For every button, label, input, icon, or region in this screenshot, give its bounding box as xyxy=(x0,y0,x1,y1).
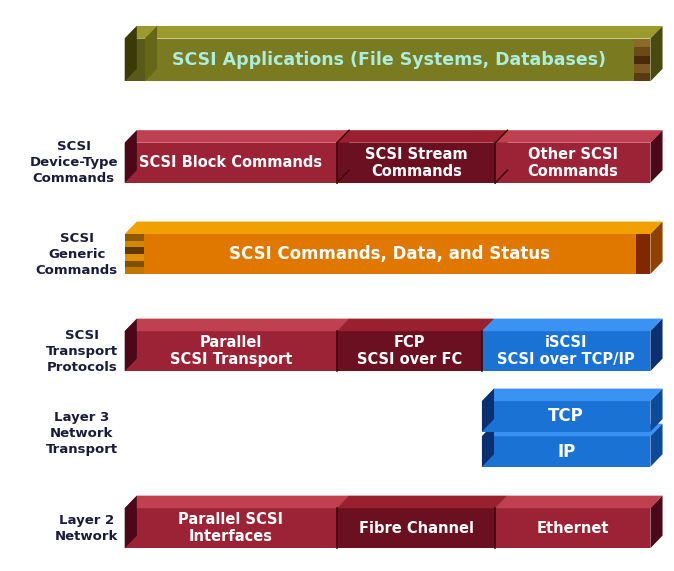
Polygon shape xyxy=(482,424,494,467)
Polygon shape xyxy=(125,39,145,81)
Polygon shape xyxy=(634,64,650,73)
Polygon shape xyxy=(125,222,663,234)
Polygon shape xyxy=(125,26,663,39)
Polygon shape xyxy=(125,267,144,274)
Text: SCSI
Generic
Commands: SCSI Generic Commands xyxy=(36,232,118,276)
Text: Other SCSI
Commands: Other SCSI Commands xyxy=(528,147,618,179)
Polygon shape xyxy=(482,436,650,467)
Text: Fibre Channel: Fibre Channel xyxy=(359,521,474,536)
Polygon shape xyxy=(125,39,650,81)
Polygon shape xyxy=(495,130,663,143)
Polygon shape xyxy=(125,39,145,46)
Polygon shape xyxy=(125,53,145,60)
Polygon shape xyxy=(482,401,650,432)
Polygon shape xyxy=(125,74,145,81)
Polygon shape xyxy=(337,331,482,371)
Text: Parallel SCSI
Interfaces: Parallel SCSI Interfaces xyxy=(179,512,283,544)
Polygon shape xyxy=(650,222,663,274)
Text: SCSI Stream
Commands: SCSI Stream Commands xyxy=(365,147,468,179)
Polygon shape xyxy=(650,424,663,467)
Polygon shape xyxy=(495,496,508,548)
Text: FCP
SCSI over FC: FCP SCSI over FC xyxy=(357,335,462,367)
Polygon shape xyxy=(482,319,494,371)
Polygon shape xyxy=(125,254,144,261)
Polygon shape xyxy=(337,319,349,371)
Text: SCSI Commands, Data, and Status: SCSI Commands, Data, and Status xyxy=(229,245,550,263)
Polygon shape xyxy=(125,496,349,508)
Polygon shape xyxy=(634,56,650,64)
Polygon shape xyxy=(125,508,337,548)
Polygon shape xyxy=(634,73,650,81)
Polygon shape xyxy=(495,508,650,548)
Polygon shape xyxy=(125,60,145,67)
Polygon shape xyxy=(125,247,144,254)
Polygon shape xyxy=(482,388,663,401)
Text: Ethernet: Ethernet xyxy=(537,521,609,536)
Polygon shape xyxy=(125,234,650,274)
Polygon shape xyxy=(125,26,137,81)
Polygon shape xyxy=(125,143,337,183)
Polygon shape xyxy=(125,130,349,143)
Polygon shape xyxy=(125,241,144,247)
Text: SCSI
Transport
Protocols: SCSI Transport Protocols xyxy=(46,329,118,373)
Text: iSCSI
SCSI over TCP/IP: iSCSI SCSI over TCP/IP xyxy=(497,335,635,367)
Polygon shape xyxy=(125,496,137,548)
Text: Parallel
SCSI Transport: Parallel SCSI Transport xyxy=(170,335,292,367)
Text: SCSI
Device-Type
Commands: SCSI Device-Type Commands xyxy=(30,140,118,185)
Polygon shape xyxy=(337,508,495,548)
Text: Layer 3
Network
Transport: Layer 3 Network Transport xyxy=(46,412,118,456)
Polygon shape xyxy=(337,319,494,331)
Polygon shape xyxy=(495,143,650,183)
Polygon shape xyxy=(650,130,663,183)
Polygon shape xyxy=(125,319,349,331)
Polygon shape xyxy=(337,143,495,183)
Polygon shape xyxy=(650,496,663,548)
Polygon shape xyxy=(482,331,650,371)
Polygon shape xyxy=(495,496,663,508)
Polygon shape xyxy=(482,388,494,432)
Text: SCSI Block Commands: SCSI Block Commands xyxy=(140,155,322,170)
Polygon shape xyxy=(634,47,650,56)
Text: IP: IP xyxy=(557,443,576,461)
Polygon shape xyxy=(495,130,508,183)
Text: SCSI Applications (File Systems, Databases): SCSI Applications (File Systems, Databas… xyxy=(173,51,606,69)
Polygon shape xyxy=(125,46,145,53)
Text: Layer 2
Network: Layer 2 Network xyxy=(55,514,118,542)
Text: TCP: TCP xyxy=(548,407,584,425)
Polygon shape xyxy=(125,331,337,371)
Polygon shape xyxy=(482,319,663,331)
Polygon shape xyxy=(337,130,508,143)
Polygon shape xyxy=(125,130,137,183)
Polygon shape xyxy=(634,39,650,47)
Polygon shape xyxy=(125,234,144,241)
Polygon shape xyxy=(125,261,144,267)
Polygon shape xyxy=(636,234,650,274)
Polygon shape xyxy=(650,319,663,371)
Polygon shape xyxy=(125,26,157,39)
Polygon shape xyxy=(337,496,349,548)
Polygon shape xyxy=(650,388,663,432)
Polygon shape xyxy=(482,424,663,436)
Polygon shape xyxy=(337,496,508,508)
Polygon shape xyxy=(125,319,137,371)
Polygon shape xyxy=(145,26,157,81)
Polygon shape xyxy=(337,130,349,183)
Polygon shape xyxy=(125,67,145,74)
Polygon shape xyxy=(650,26,663,81)
